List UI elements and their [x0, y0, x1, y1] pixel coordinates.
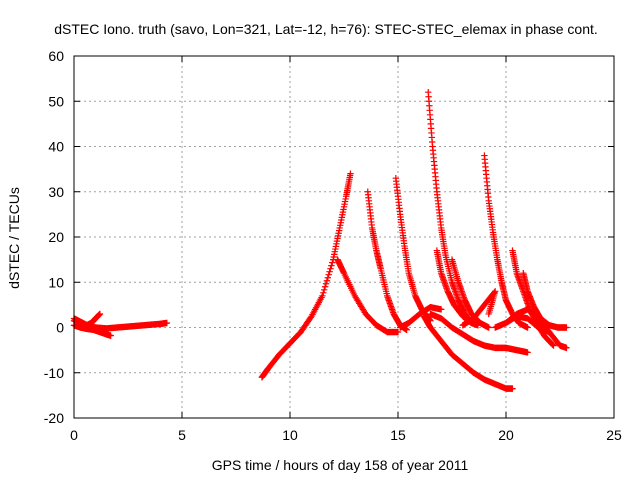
y-tick-label: -10 [44, 365, 64, 381]
data-series [420, 312, 516, 392]
data-point [524, 349, 531, 356]
data-point [550, 342, 557, 349]
data-point [163, 319, 171, 327]
data-point [438, 306, 445, 313]
x-tick-label: 0 [70, 427, 78, 443]
data-point [328, 262, 335, 269]
data-point [563, 324, 570, 331]
data-series [520, 270, 570, 331]
data-series [427, 310, 531, 356]
y-tick-label: 40 [48, 139, 64, 155]
y-tick-label: 20 [48, 229, 64, 245]
data-point [403, 326, 410, 333]
data-series [396, 303, 445, 331]
data-point [549, 341, 556, 349]
data-point [485, 310, 492, 318]
data-point [321, 286, 328, 293]
x-tick-label: 5 [178, 427, 186, 443]
data-point [96, 310, 104, 318]
data-series [459, 288, 499, 329]
grid [74, 56, 614, 418]
data-series [481, 152, 531, 331]
data-point [325, 271, 332, 278]
y-axis-label: dSTEC / TECUs [6, 187, 22, 289]
data-series [258, 170, 354, 381]
x-tick-label: 10 [282, 427, 298, 443]
data-series [448, 256, 492, 331]
data-point [107, 332, 114, 339]
data-series [70, 317, 171, 332]
data-point [509, 385, 516, 392]
y-tick-label: 30 [48, 184, 64, 200]
x-axis-label: GPS time / hours of day 158 of year 2011 [212, 457, 469, 473]
x-tick-label: 15 [390, 427, 406, 443]
data-series [364, 188, 410, 333]
chart-title: dSTEC Iono. truth (savo, Lon=321, Lat=-1… [54, 21, 598, 37]
data-point [327, 265, 334, 272]
y-tick-label: 50 [48, 93, 64, 109]
x-tick-label: 20 [498, 427, 514, 443]
data-point [322, 280, 330, 287]
data-point [548, 340, 556, 348]
axis-ticks: 0 5 10 15 20 25 -20 -10 0 10 20 30 40 50 60 [44, 48, 622, 443]
data-marks [70, 89, 570, 392]
data-point [347, 170, 354, 177]
data-point [524, 324, 531, 331]
plot-frame [73, 55, 615, 419]
data-point [485, 324, 492, 331]
x-tick-label: 25 [606, 427, 622, 443]
data-series [433, 247, 482, 329]
data-series [392, 174, 434, 324]
y-tick-label: -20 [44, 410, 64, 426]
data-point [563, 344, 570, 352]
data-point [319, 292, 326, 300]
data-series [492, 312, 553, 336]
data-point [320, 289, 327, 297]
data-point [329, 259, 336, 266]
y-tick-label: 10 [48, 274, 64, 290]
data-series [334, 256, 402, 336]
data-point [321, 283, 329, 290]
data-series [425, 89, 475, 327]
data-point [546, 328, 553, 336]
data-point [326, 268, 333, 275]
y-tick-label: 0 [56, 320, 64, 336]
data-point [324, 274, 331, 281]
data-point [394, 328, 402, 336]
data-point [323, 277, 331, 284]
y-tick-label: 60 [48, 48, 64, 64]
